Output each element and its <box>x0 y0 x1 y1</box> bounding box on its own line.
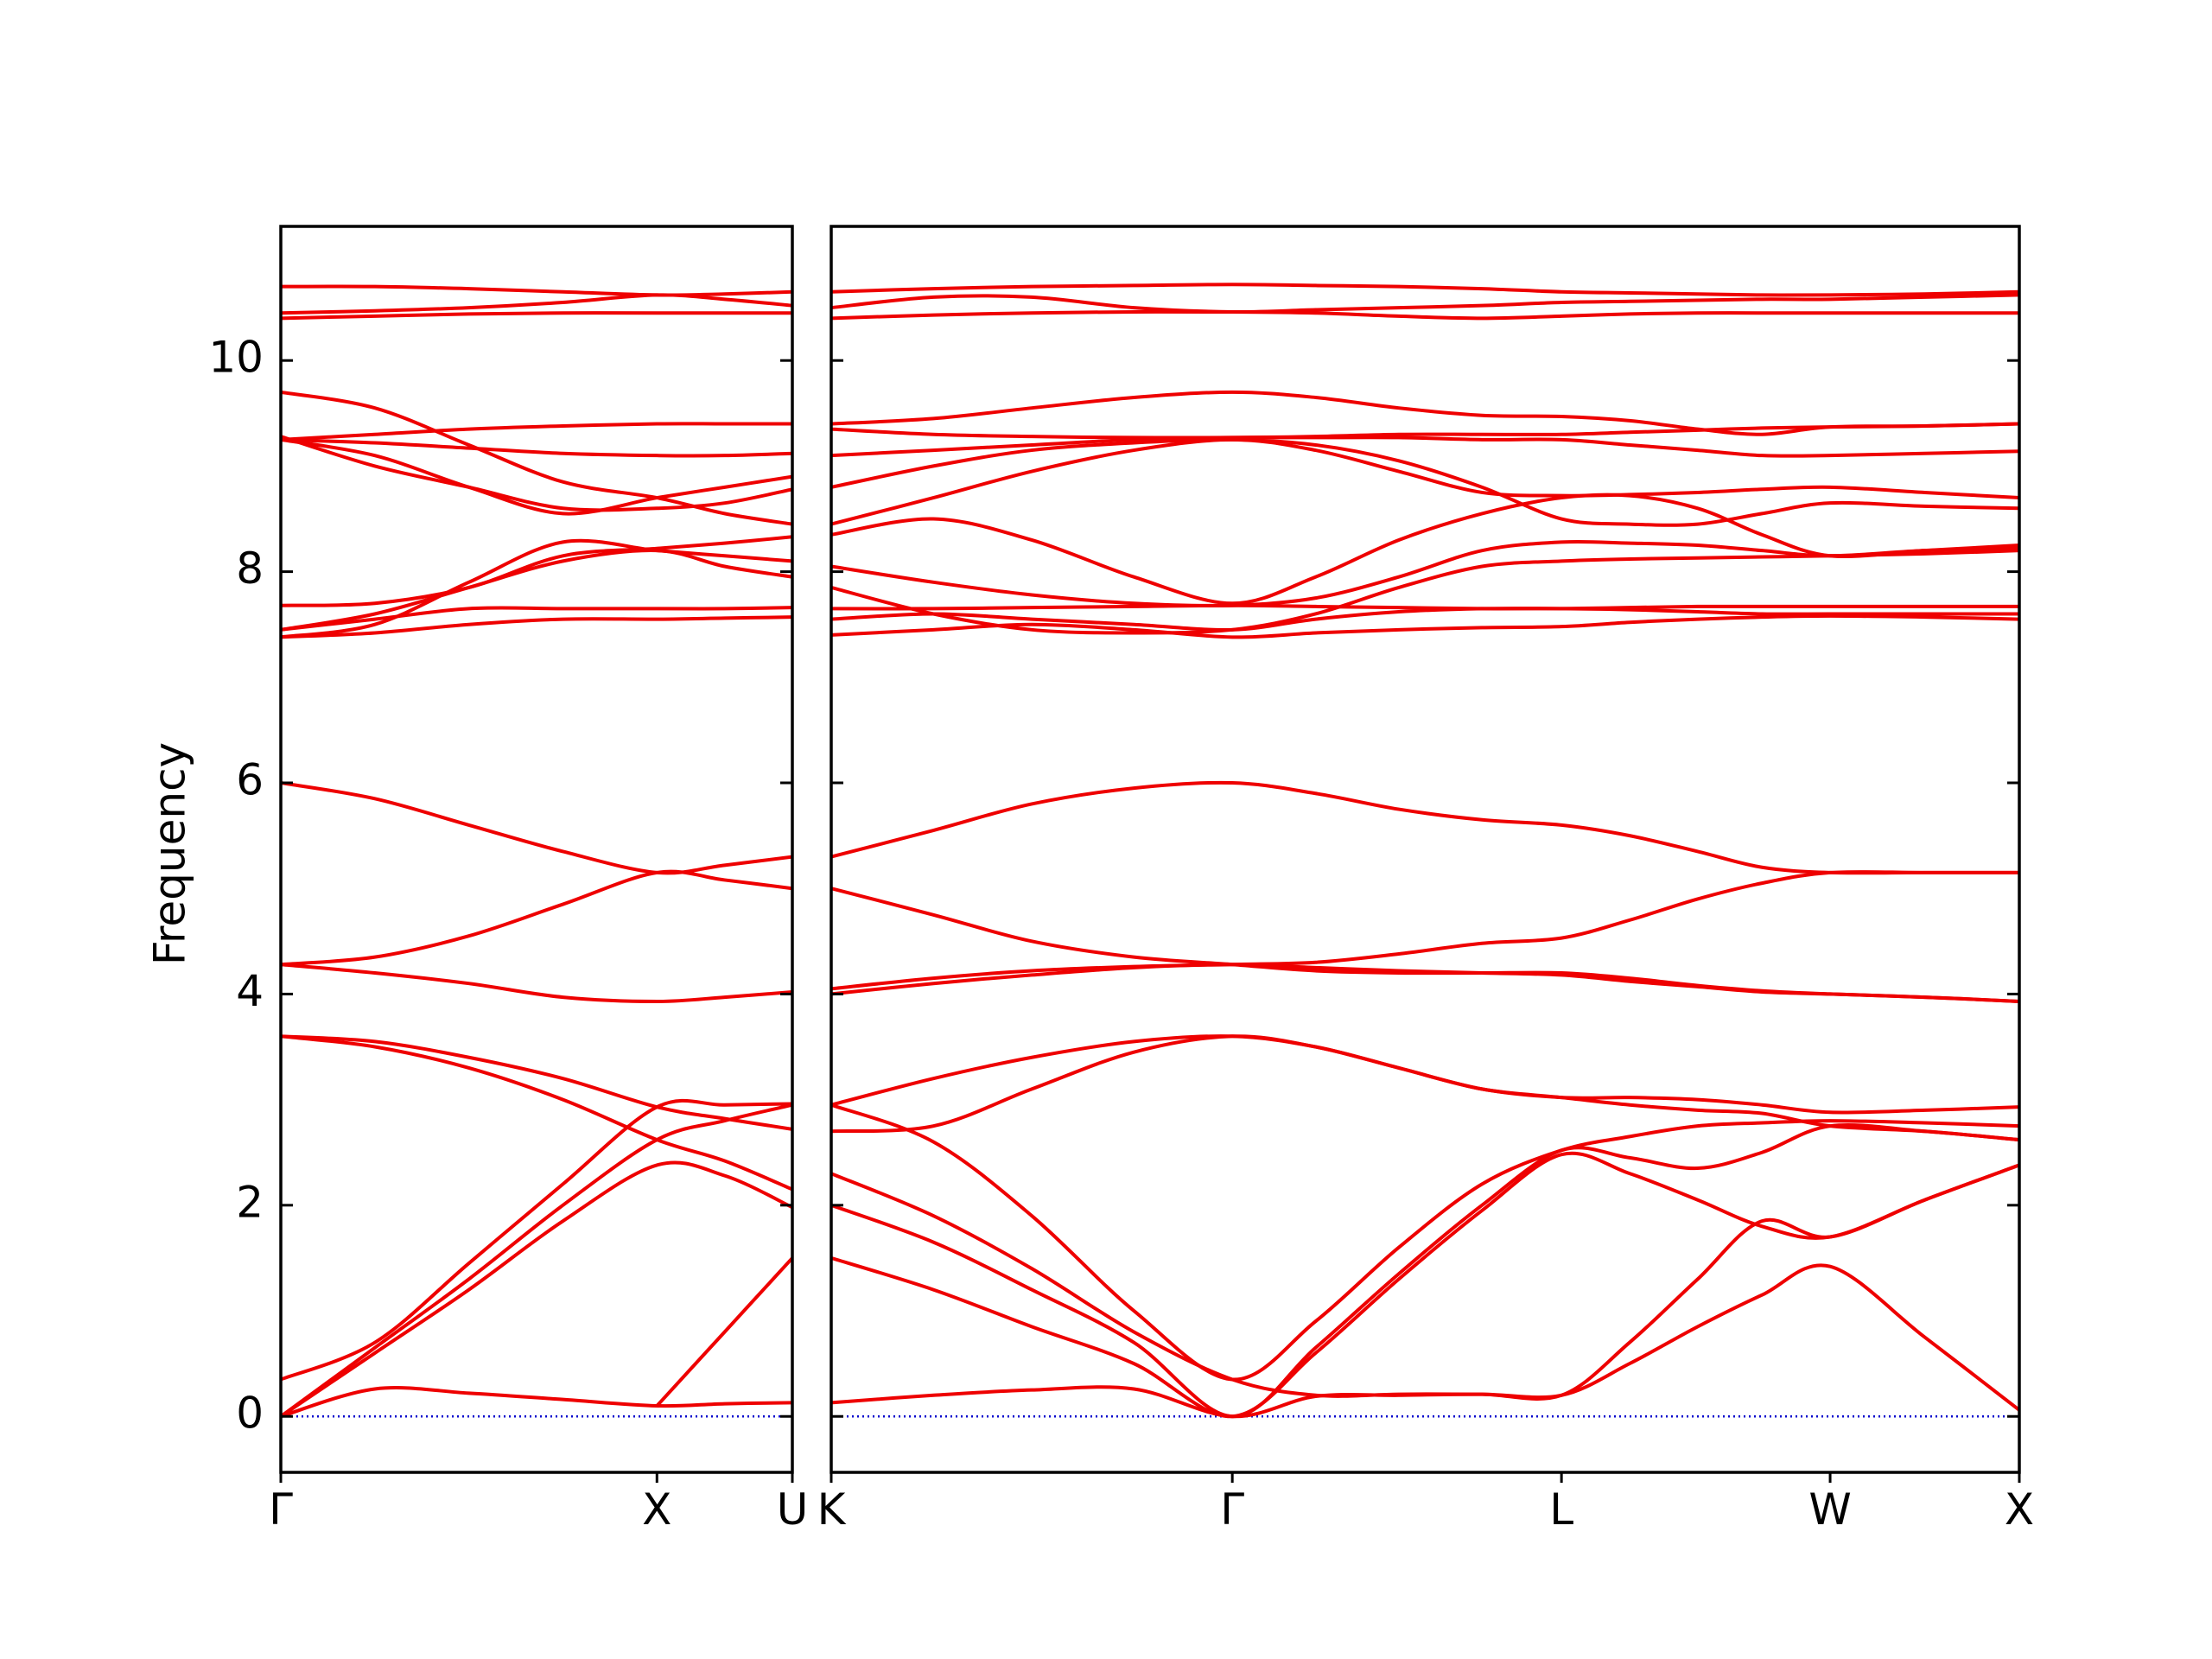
x-tick-label: W <box>1808 1484 1851 1535</box>
band-line <box>831 613 2019 639</box>
axes-frame <box>279 225 794 1474</box>
band-line <box>831 437 2019 526</box>
band-line <box>281 1386 792 1419</box>
band-line <box>655 1256 792 1408</box>
band-line <box>831 1151 2019 1419</box>
band-line <box>831 539 2019 608</box>
x-tick-label: Γ <box>1220 1484 1244 1535</box>
band-line <box>281 781 792 875</box>
band-line <box>831 437 2019 527</box>
y-tick-label: 10 <box>208 333 264 383</box>
y-axis-label: Frequency <box>145 742 195 965</box>
x-tick-label: K <box>817 1484 847 1535</box>
y-tick-label: 8 <box>236 543 264 594</box>
band-line <box>281 1103 792 1418</box>
band-line <box>831 283 2019 297</box>
band-line <box>831 1163 2019 1401</box>
band-line <box>831 780 2019 875</box>
band-line <box>281 437 792 516</box>
band-line <box>281 1160 792 1418</box>
band-line <box>831 1034 2019 1134</box>
band-line <box>281 615 792 639</box>
band-line <box>281 869 792 967</box>
band-line <box>831 1103 2019 1382</box>
y-tick-label: 6 <box>236 755 264 805</box>
band-line <box>831 1034 2019 1142</box>
y-tick-label: 4 <box>236 966 264 1016</box>
x-tick-label: L <box>1549 1484 1573 1535</box>
band-line <box>281 1034 792 1131</box>
plot-area <box>831 283 2019 1419</box>
band-line <box>831 309 2019 321</box>
x-tick-label: X <box>2005 1484 2034 1535</box>
band-line <box>831 603 2019 611</box>
band-line <box>281 390 792 526</box>
band-line <box>281 284 792 297</box>
band-line <box>831 1123 2019 1419</box>
axes-frame <box>830 225 2021 1474</box>
band-line <box>281 437 792 458</box>
plot-area <box>281 284 792 1419</box>
band-line <box>281 435 792 512</box>
band-line <box>281 293 792 315</box>
band-line <box>281 1098 792 1382</box>
band-line <box>831 869 2019 991</box>
x-tick-label: U <box>777 1484 809 1535</box>
band-line <box>831 422 2019 440</box>
x-tick-label: X <box>642 1484 671 1535</box>
band-line <box>281 311 792 321</box>
band-line <box>831 493 2019 606</box>
band-line <box>281 538 792 639</box>
band-line <box>831 887 2019 1003</box>
y-tick-label: 2 <box>236 1177 264 1227</box>
x-tick-label: Γ <box>269 1484 293 1535</box>
band-line <box>831 435 2019 458</box>
band-line <box>831 293 2019 315</box>
band-line <box>281 963 792 1003</box>
band-line <box>281 535 792 607</box>
band-line <box>281 606 792 632</box>
band-line <box>281 549 792 632</box>
band-line <box>281 1034 792 1192</box>
band-line <box>281 422 792 442</box>
y-tick-label: 0 <box>236 1389 264 1439</box>
